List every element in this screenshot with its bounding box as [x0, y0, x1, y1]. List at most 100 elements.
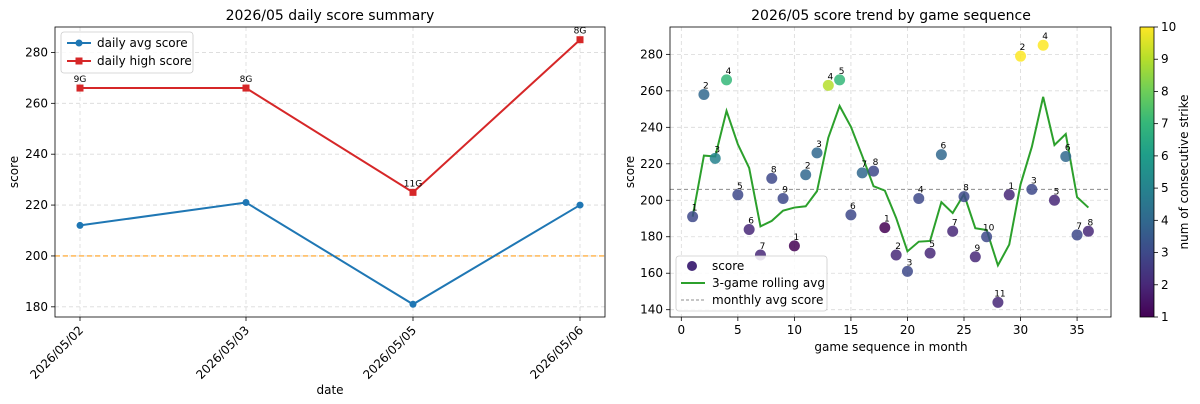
- score-point-label: 2: [895, 242, 901, 252]
- score-point-label: 2: [1020, 43, 1026, 53]
- high-score-point: [76, 84, 84, 92]
- right-y-axis-label: score: [623, 156, 637, 188]
- high-score-point: [409, 188, 417, 196]
- score-point: [1071, 229, 1083, 241]
- left-x-tick-label: 2026/05/06: [527, 323, 586, 382]
- left-y-axis-label: score: [7, 156, 21, 188]
- score-point-label: 9: [974, 244, 980, 254]
- legend-high-label: daily high score: [97, 54, 192, 68]
- left-plot-frame: [54, 26, 606, 318]
- left-x-axis-label: date: [316, 383, 343, 397]
- score-point-label: 3: [907, 258, 913, 268]
- colorbar-tick-label: 8: [1161, 84, 1169, 98]
- score-point: [1015, 50, 1027, 62]
- score-point: [868, 165, 880, 177]
- colorbar-tick-label: 10: [1161, 20, 1176, 34]
- avg-score-point: [242, 199, 250, 207]
- right-legend-box: [675, 255, 828, 312]
- legend-avg-label: daily avg score: [97, 36, 188, 50]
- score-point: [1082, 225, 1094, 237]
- left-legend-box: [60, 31, 194, 74]
- high-score-point: [576, 36, 584, 44]
- score-point: [981, 231, 993, 243]
- right-y-tick-label: 160: [640, 266, 663, 280]
- colorbar-tick-label: 1: [1161, 310, 1169, 324]
- high-score-game-label: 9G: [74, 75, 87, 85]
- score-point: [856, 167, 868, 179]
- legend-score-label: score: [712, 259, 744, 273]
- score-point-label: 10: [983, 224, 995, 234]
- score-point: [947, 225, 959, 237]
- right-y-tick-label: 280: [640, 47, 663, 61]
- score-point-label: 1: [884, 215, 890, 225]
- score-point: [890, 249, 902, 261]
- score-point-label: 8: [771, 165, 777, 175]
- legend-score-marker: [687, 261, 697, 271]
- colorbar-tick-label: 7: [1161, 117, 1169, 131]
- score-point: [1026, 183, 1038, 195]
- score-point: [788, 240, 800, 252]
- score-point: [766, 172, 778, 184]
- colorbar-label: num of consecutive strike: [1177, 95, 1191, 250]
- colorbar-tick-label: 9: [1161, 52, 1169, 66]
- colorbar-tick-label: 2: [1161, 278, 1169, 292]
- left-y-tick-label: 180: [25, 300, 48, 314]
- high-score-point: [242, 84, 250, 92]
- right-x-axis-label: game sequence in month: [814, 340, 967, 354]
- right-plot-frame: [669, 26, 1112, 318]
- avg-score-point: [576, 201, 584, 209]
- score-point: [743, 223, 755, 235]
- colorbar-tick-label: 3: [1161, 246, 1169, 260]
- right-chart: 2026/05 score trend by game sequence 123…: [623, 8, 1112, 354]
- score-point-label: 8: [873, 158, 879, 168]
- left-x-tick-label: 2026/05/05: [360, 323, 419, 382]
- right-x-tick-label: 10: [787, 323, 802, 337]
- left-marks: 9G 8G 11G 8G: [55, 27, 605, 308]
- score-point-label: 7: [861, 160, 867, 170]
- score-point-label: 6: [941, 142, 947, 152]
- score-point-label: 8: [1088, 218, 1094, 228]
- colorbar: 1 2 3 4 5 6 7 8 9 10 num of consecutive strike: [1139, 20, 1191, 324]
- score-point-label: 4: [1042, 32, 1048, 42]
- score-point: [721, 74, 733, 86]
- left-legend: daily avg score daily high score: [60, 31, 194, 74]
- rolling-avg-line: [691, 96, 1090, 268]
- score-point: [924, 247, 936, 259]
- right-y-tick-label: 180: [640, 230, 663, 244]
- right-x-tick-label: 25: [956, 323, 971, 337]
- score-point-label: 7: [1076, 222, 1082, 232]
- left-axes: 180 200 220 240 260 280 2026/05/02 2026/05/03 20…: [25, 45, 586, 382]
- avg-score-line: [79, 201, 581, 306]
- score-point-label: 1: [794, 233, 800, 243]
- score-point: [709, 152, 721, 164]
- right-y-tick-label: 260: [640, 84, 663, 98]
- left-chart: 2026/05 daily score summary 9G 8G 11G 8G 18…: [7, 8, 606, 397]
- score-point-label: 4: [726, 67, 732, 77]
- score-point: [777, 192, 789, 204]
- score-point-label: 8: [963, 184, 969, 194]
- right-x-tick-label: 5: [734, 323, 742, 337]
- high-score-game-label: 8G: [574, 27, 587, 37]
- left-y-tick-label: 240: [25, 147, 48, 161]
- score-point-label: 3: [714, 145, 720, 155]
- score-point-label: 5: [929, 240, 935, 250]
- score-point: [687, 211, 699, 223]
- left-x-tick-label: 2026/05/02: [27, 323, 86, 382]
- score-point: [992, 296, 1004, 308]
- right-legend: score 3-game rolling avg monthly avg sco…: [675, 255, 828, 312]
- score-point-label: 6: [1065, 143, 1071, 153]
- score-point: [1003, 189, 1015, 201]
- score-point: [913, 192, 925, 204]
- colorbar-gradient: [1139, 26, 1155, 318]
- score-point: [1037, 39, 1049, 51]
- score-point-label: 1: [692, 204, 698, 214]
- score-point-label: 4: [827, 72, 833, 82]
- colorbar-tick-label: 6: [1161, 149, 1169, 163]
- score-point-label: 9: [782, 185, 788, 195]
- score-point-label: 6: [850, 202, 856, 212]
- right-y-tick-label: 140: [640, 303, 663, 317]
- avg-score-point: [409, 300, 417, 308]
- left-x-tick-label: 2026/05/03: [193, 323, 252, 382]
